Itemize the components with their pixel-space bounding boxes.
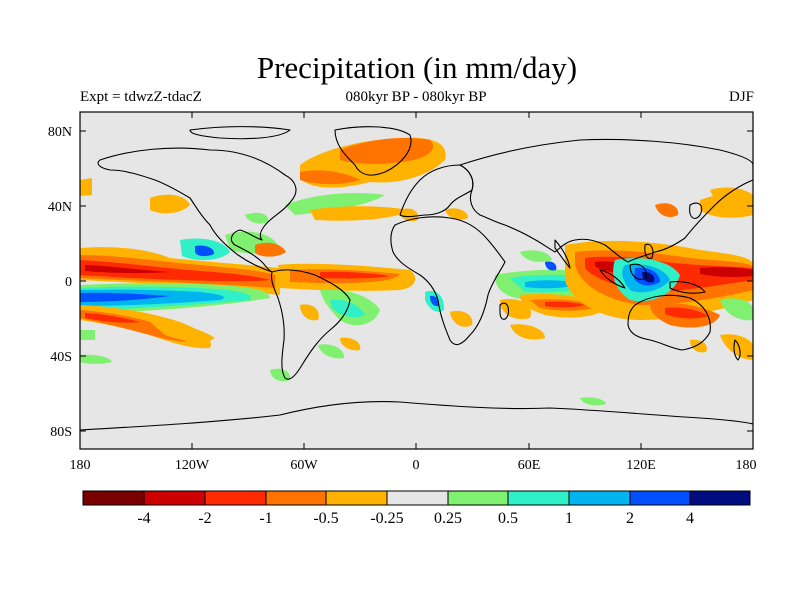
coastline-sumatra xyxy=(599,269,626,289)
anomaly-blob xyxy=(545,301,585,308)
latitude-axis: 80N 40N 0 40S 80S xyxy=(48,125,753,440)
colorbar-frame xyxy=(82,490,751,506)
lon-tick-label: 0 xyxy=(413,458,420,473)
anomaly-blob xyxy=(80,178,92,196)
colorbar-swatch xyxy=(266,491,326,505)
colorbar-label: 1 xyxy=(565,510,573,527)
coastline-north-america xyxy=(97,147,297,273)
colorbar-label: -0.5 xyxy=(313,510,338,527)
lon-tick-label: 60W xyxy=(290,458,318,473)
anomaly-blob xyxy=(340,138,434,165)
lon-tick-label: 180 xyxy=(736,458,757,473)
coastline-australia xyxy=(627,294,711,351)
colorbar: -4 -2 -1 -0.5 -0.25 0.25 0.5 1 2 4 xyxy=(82,490,751,527)
anomaly-blob xyxy=(85,265,170,274)
colorbar-swatch xyxy=(690,491,750,505)
anomaly-blob xyxy=(655,203,679,217)
coastline-arctic-islands xyxy=(189,126,291,140)
anomaly-blob xyxy=(720,298,753,321)
colorbar-label: 0.5 xyxy=(498,510,518,527)
coastline-madagascar xyxy=(499,302,509,320)
coastlines xyxy=(80,126,753,431)
anomaly-blob xyxy=(150,321,215,342)
experiment-label: Expt = tdwzZ-tdacZ xyxy=(80,89,202,105)
anomaly-blob xyxy=(150,194,190,214)
lat-tick-label: 40S xyxy=(50,350,72,365)
colorbar-swatch xyxy=(448,491,508,505)
anomaly-blob xyxy=(80,260,270,282)
anomaly-blob xyxy=(318,344,345,359)
lon-tick-label: 120E xyxy=(626,458,656,473)
lon-tick-label: 180 xyxy=(70,458,91,473)
colorbar-swatch xyxy=(508,491,569,505)
anomaly-blob xyxy=(430,295,439,307)
coastline-philippines xyxy=(644,243,654,259)
coastline-south-america xyxy=(270,269,351,380)
anomaly-blob xyxy=(520,250,552,262)
anomaly-blob xyxy=(245,212,269,224)
colorbar-label: -4 xyxy=(137,510,150,527)
longitude-axis: 180 120W 60W 0 60E 120E 180 xyxy=(70,112,757,473)
colorbar-swatch xyxy=(326,491,387,505)
colorbar-swatch xyxy=(144,491,205,505)
anomaly-blob xyxy=(195,245,215,257)
anomaly-blob xyxy=(580,397,606,406)
anomaly-blob xyxy=(80,292,170,302)
colorbar-swatch xyxy=(205,491,266,505)
anomaly-blob xyxy=(85,313,140,323)
anomaly-blob xyxy=(285,193,385,215)
time-period-label: 080kyr BP - 080kyr BP xyxy=(345,89,487,105)
lon-tick-label: 60E xyxy=(518,458,541,473)
colorbar-label: -1 xyxy=(259,510,272,527)
coastline-africa xyxy=(390,216,506,346)
anomaly-blob xyxy=(80,330,95,340)
coastline-antarctica xyxy=(80,401,753,431)
lat-tick-label: 80S xyxy=(50,425,72,440)
colorbar-label: -2 xyxy=(198,510,211,527)
anomaly-blob xyxy=(510,324,545,340)
colorbar-swatch xyxy=(630,491,690,505)
anomaly-blob xyxy=(300,304,319,321)
colorbar-swatch xyxy=(387,491,448,505)
anomaly-blob xyxy=(720,334,753,360)
lat-tick-label: 80N xyxy=(48,125,72,140)
coastline-greenland xyxy=(334,126,412,176)
coastline-new-guinea xyxy=(669,281,706,294)
coastline-india xyxy=(554,239,571,269)
colorbar-dividers xyxy=(143,491,691,505)
coastline-new-zealand xyxy=(733,339,741,361)
anomaly-blob xyxy=(700,267,753,278)
lat-tick-label: 0 xyxy=(65,275,72,290)
anomaly-blob xyxy=(445,208,468,220)
colorbar-label: 2 xyxy=(626,510,634,527)
chart-title: Precipitation (in mm/day) xyxy=(256,50,578,85)
season-label: DJF xyxy=(728,89,754,105)
lat-tick-label: 40N xyxy=(48,200,72,215)
anomaly-blob xyxy=(310,206,410,221)
coastline-japan xyxy=(689,202,703,219)
lon-tick-label: 120W xyxy=(175,458,210,473)
anomaly-blob xyxy=(320,271,390,279)
anomaly-blob xyxy=(642,271,655,283)
colorbar-label: 0.25 xyxy=(434,510,462,527)
anomaly-blob xyxy=(665,307,708,319)
anomaly-blob xyxy=(80,354,112,364)
anomaly-blob xyxy=(300,170,360,185)
anomaly-blob xyxy=(690,339,707,353)
colorbar-label: -0.25 xyxy=(370,510,403,527)
colorbar-swatch xyxy=(83,491,144,505)
colorbar-label: 4 xyxy=(686,510,694,527)
anomaly-blob xyxy=(545,261,557,271)
anomaly-blob xyxy=(255,242,286,257)
colorbar-swatch xyxy=(569,491,630,505)
precipitation-anomaly-blobs xyxy=(80,137,753,406)
coastline-asia xyxy=(459,138,753,263)
anomaly-blob xyxy=(710,187,753,211)
coastline-borneo xyxy=(629,263,647,280)
anomaly-blob xyxy=(450,310,473,327)
anomaly-blob xyxy=(340,337,361,351)
anomaly-blob xyxy=(398,208,419,222)
